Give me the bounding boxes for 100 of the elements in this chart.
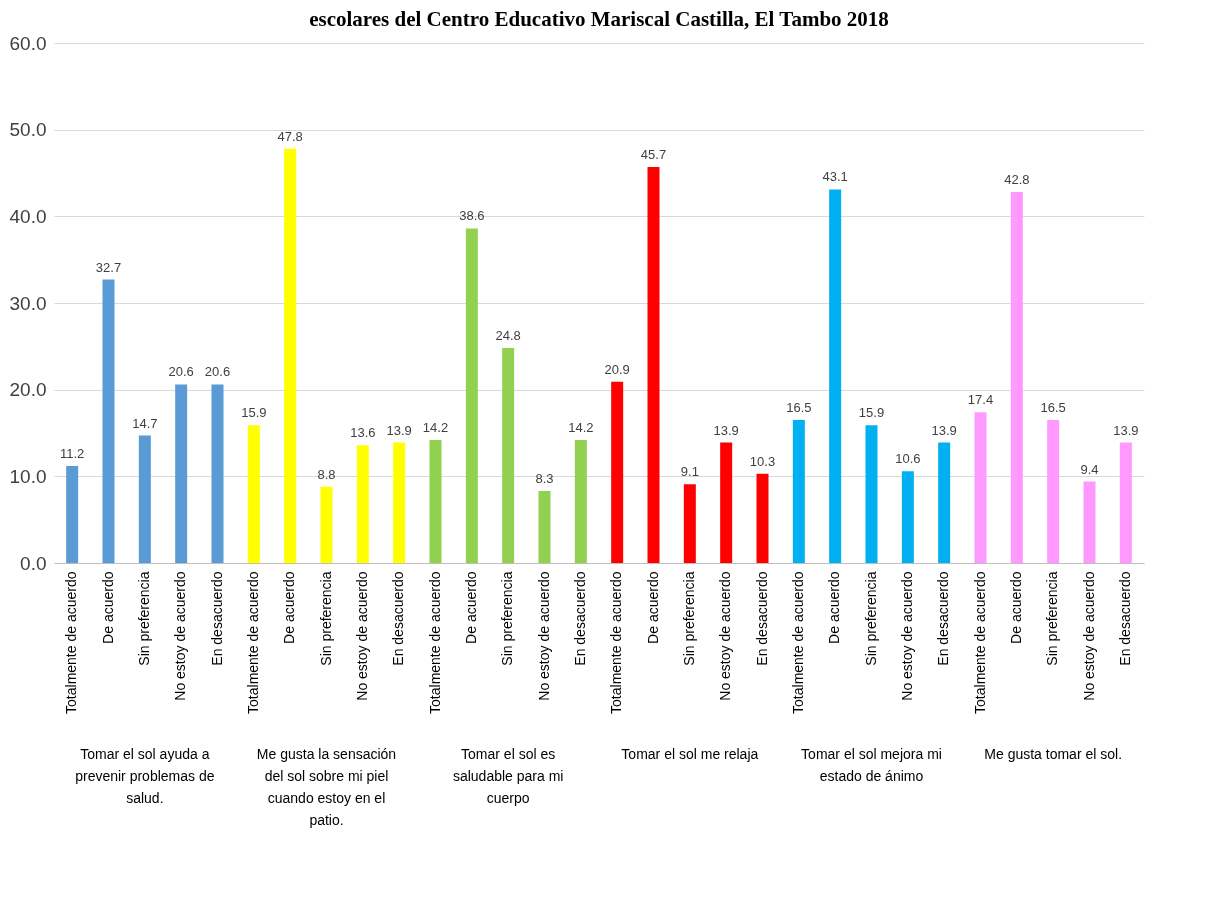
bar	[865, 425, 878, 563]
bar	[792, 420, 805, 563]
bar	[538, 491, 551, 563]
bar	[1010, 192, 1023, 563]
data-label: 16.5	[786, 400, 812, 415]
bar	[393, 442, 406, 563]
x-tick-label: En desacuerdo	[390, 571, 407, 666]
bar	[574, 439, 587, 563]
x-tick-label: De acuerdo	[1007, 571, 1024, 644]
bar	[211, 384, 224, 563]
data-label: 9.4	[1080, 461, 1099, 477]
x-tick-label: De acuerdo	[462, 571, 479, 644]
bar	[429, 439, 442, 563]
data-label: 15.9	[858, 405, 885, 421]
bar	[901, 471, 914, 563]
x-tick-label: En desacuerdo	[753, 571, 770, 666]
bar	[1083, 481, 1096, 563]
data-label: 14.7	[132, 415, 158, 431]
x-tick-label: En desacuerdo	[935, 571, 952, 666]
x-tick-label: No estoy de acuerdo	[898, 571, 915, 701]
bar	[1047, 420, 1060, 563]
bar	[356, 445, 369, 563]
data-label: 16.5	[1040, 400, 1066, 415]
bar	[502, 348, 515, 563]
y-tick-label: 50.0	[9, 119, 47, 141]
y-tick-label: 30.0	[9, 292, 47, 314]
bar	[320, 486, 333, 563]
data-label: 13.9	[1113, 422, 1139, 438]
bar	[938, 442, 951, 563]
x-tick-label: Totalmente de acuerdo	[608, 571, 625, 714]
data-label: 15.9	[241, 405, 267, 421]
x-tick-label: En desacuerdo	[208, 571, 225, 666]
data-label: 8.3	[535, 471, 554, 487]
x-tick-label: En desacuerdo	[571, 571, 588, 666]
x-tick-label: Sin preferencia	[680, 571, 697, 666]
y-tick-label: 20.0	[9, 379, 47, 401]
data-label: 14.2	[422, 419, 449, 435]
bar	[756, 473, 769, 563]
bar	[829, 189, 842, 563]
data-label: 47.8	[277, 128, 303, 144]
x-tick-label: Totalmente de acuerdo	[789, 571, 806, 714]
x-tick-label: En desacuerdo	[1116, 571, 1133, 666]
data-label: 11.2	[59, 445, 85, 461]
x-tick-label: Totalmente de acuerdo	[426, 571, 443, 714]
text: Tomar el sol me relaja	[621, 746, 759, 762]
data-label: 38.6	[459, 208, 485, 224]
y-tick-label: 10.0	[9, 465, 47, 487]
data-label: 13.6	[350, 425, 376, 441]
bar	[102, 279, 115, 563]
x-tick-label: No estoy de acuerdo	[535, 571, 552, 701]
text: Tomar el sol mejora mi estado de ánimo	[801, 746, 942, 784]
data-label: 9.1	[680, 464, 699, 480]
bar	[720, 442, 733, 563]
bar	[284, 148, 297, 563]
bar	[611, 381, 624, 563]
y-tick-label: 40.0	[9, 205, 47, 227]
data-label: 10.6	[895, 451, 921, 467]
x-tick-label: Sin preferencia	[499, 571, 516, 666]
data-label: 32.7	[95, 259, 122, 275]
x-tick-label: No estoy de acuerdo	[1080, 571, 1097, 701]
bar	[647, 166, 660, 563]
chart-title: escolares del Centro Educativo Mariscal Castilla, El Tambo 2018	[309, 7, 889, 31]
bar	[66, 465, 79, 563]
data-label: 14.2	[568, 419, 594, 435]
bar	[974, 412, 987, 563]
x-tick-label: No estoy de acuerdo	[353, 571, 370, 701]
text: Tomar el sol es saludable para mi cuerpo	[452, 746, 564, 806]
x-tick-label: Totalmente de acuerdo	[971, 571, 988, 714]
bar	[175, 384, 188, 563]
data-label: 43.1	[822, 169, 848, 185]
bar	[1119, 442, 1132, 563]
x-tick-label: Sin preferencia	[1044, 571, 1061, 666]
x-tick-label: Totalmente de acuerdo	[63, 571, 80, 714]
x-tick-label: Sin preferencia	[317, 571, 334, 666]
x-tick-label: No estoy de acuerdo	[717, 571, 734, 701]
data-label: 20.9	[604, 361, 630, 377]
data-label: 13.9	[386, 422, 412, 438]
y-tick-label: 60.0	[9, 32, 47, 54]
x-tick-label: Totalmente de acuerdo	[244, 571, 261, 714]
bar	[138, 435, 151, 563]
y-tick-label: 0.0	[20, 552, 47, 574]
bar	[247, 425, 260, 563]
data-label: 8.8	[317, 466, 336, 482]
data-label: 13.9	[713, 422, 739, 438]
data-label: 17.4	[967, 392, 994, 408]
data-label: 10.3	[749, 453, 776, 469]
x-tick-label: Sin preferencia	[862, 571, 879, 666]
text: Me gusta tomar el sol.	[984, 746, 1123, 762]
x-tick-label: De acuerdo	[99, 571, 116, 644]
data-label: 24.8	[495, 328, 521, 344]
x-tick-label: De acuerdo	[826, 571, 843, 644]
data-label: 20.6	[204, 364, 231, 380]
x-tick-label: De acuerdo	[281, 571, 298, 644]
data-label: 20.6	[168, 364, 194, 380]
data-label: 42.8	[1004, 172, 1030, 188]
x-tick-label: No estoy de acuerdo	[172, 571, 189, 701]
x-tick-label: De acuerdo	[644, 571, 661, 644]
x-tick-label: Sin preferencia	[135, 571, 152, 666]
bar	[683, 484, 696, 563]
text: Tomar el sol ayuda a prevenir problemas de salud.	[75, 746, 215, 806]
